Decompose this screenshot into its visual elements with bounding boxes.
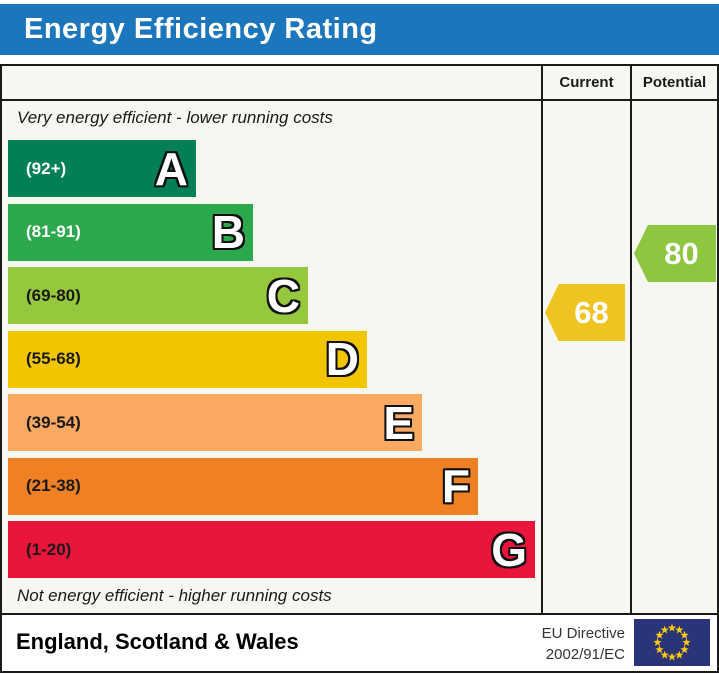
current-rating-value: 68 <box>574 294 609 330</box>
current-rating-arrow: 68 <box>545 284 625 341</box>
note-not-efficient: Not energy efficient - higher running co… <box>17 586 332 605</box>
band-row: (92+) A <box>8 140 196 197</box>
band-letter: G <box>491 523 527 576</box>
band-letter: D <box>325 333 359 385</box>
band-row: (81-91) B <box>8 203 253 261</box>
band-range-label: (39-54) <box>26 412 81 432</box>
eu-directive-line2: 2002/91/EC <box>545 646 625 663</box>
band-range-label: (92+) <box>26 158 67 178</box>
title-banner: Energy Efficiency Rating <box>0 4 719 55</box>
potential-rating-value: 80 <box>664 235 699 271</box>
band-row: (1-20) G <box>8 521 535 578</box>
band-letter: A <box>154 142 188 195</box>
eu-directive-label: EU Directive 2002/91/EC <box>542 623 625 665</box>
band-letter: C <box>266 269 300 322</box>
footer: England, Scotland & Wales EU Directive 2… <box>0 613 719 673</box>
band-row: (55-68) D <box>8 330 367 388</box>
band-range-label: (69-80) <box>26 285 81 305</box>
band-row: (21-38) F <box>8 457 478 515</box>
band-range-label: (81-91) <box>26 222 81 241</box>
scale-header-empty <box>2 66 541 101</box>
band-letter: F <box>441 460 470 512</box>
band-row: (69-80) C <box>8 267 308 324</box>
band-letter: B <box>211 206 245 258</box>
band-row: (39-54) E <box>8 394 422 451</box>
epc-chart: Very energy efficient - lower running co… <box>0 64 719 615</box>
potential-rating-arrow: 80 <box>634 225 716 282</box>
region-label: England, Scotland & Wales <box>16 629 299 654</box>
potential-column: Potential 80 <box>632 66 717 613</box>
band-range-label: (55-68) <box>26 349 81 368</box>
note-very-efficient: Very energy efficient - lower running co… <box>17 108 333 127</box>
current-header: Current <box>543 66 630 101</box>
band-range-label: (21-38) <box>26 476 81 495</box>
rating-scale-column: Very energy efficient - lower running co… <box>2 66 543 613</box>
page-title: Energy Efficiency Rating <box>24 13 378 45</box>
current-column: Current 68 <box>543 66 632 613</box>
potential-header: Potential <box>632 66 717 101</box>
band-range-label: (1-20) <box>26 539 72 559</box>
band-letter: E <box>383 396 414 449</box>
eu-directive-line1: EU Directive <box>541 625 625 642</box>
eu-flag-icon <box>634 619 710 666</box>
